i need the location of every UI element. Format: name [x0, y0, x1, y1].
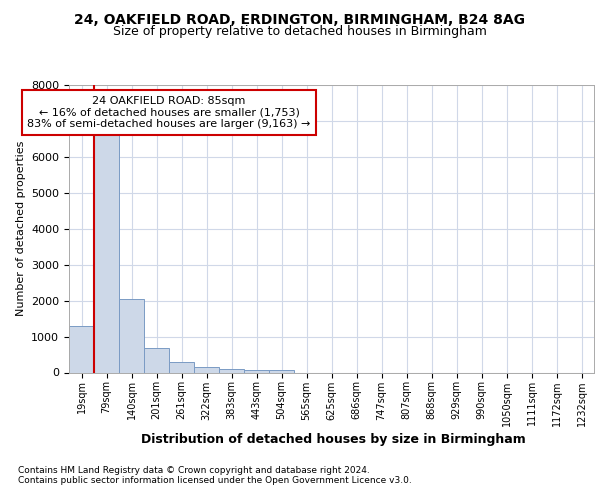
Bar	[219, 369, 244, 372]
Text: 24 OAKFIELD ROAD: 85sqm
← 16% of detached houses are smaller (1,753)
83% of semi: 24 OAKFIELD ROAD: 85sqm ← 16% of detache…	[28, 96, 311, 129]
Text: Size of property relative to detached houses in Birmingham: Size of property relative to detached ho…	[113, 25, 487, 38]
Bar	[119, 299, 144, 372]
Bar	[144, 348, 169, 372]
Bar	[244, 370, 269, 372]
Text: Contains public sector information licensed under the Open Government Licence v3: Contains public sector information licen…	[18, 476, 412, 485]
Y-axis label: Number of detached properties: Number of detached properties	[16, 141, 26, 316]
Text: 24, OAKFIELD ROAD, ERDINGTON, BIRMINGHAM, B24 8AG: 24, OAKFIELD ROAD, ERDINGTON, BIRMINGHAM…	[74, 12, 526, 26]
Bar	[94, 136, 119, 372]
Bar	[69, 326, 94, 372]
Bar	[169, 362, 194, 372]
Bar	[194, 367, 219, 372]
Text: Contains HM Land Registry data © Crown copyright and database right 2024.: Contains HM Land Registry data © Crown c…	[18, 466, 370, 475]
Bar	[269, 370, 294, 372]
Text: Distribution of detached houses by size in Birmingham: Distribution of detached houses by size …	[140, 432, 526, 446]
